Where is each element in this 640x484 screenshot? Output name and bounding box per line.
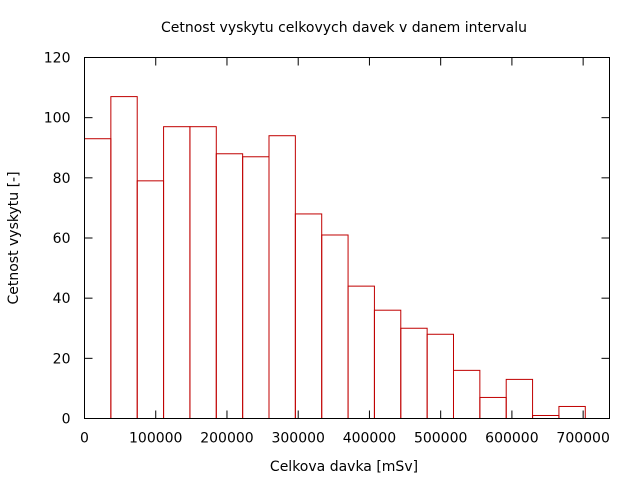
tick-labels-layer: 0 20 40 60 80 100 120 0 100000 200000 300000 400000… [44, 51, 610, 447]
x-tick-label: 300000 [271, 431, 324, 447]
histogram-bar [426, 333, 454, 419]
histogram-bar [110, 96, 138, 419]
histogram-bar [558, 405, 586, 420]
y-axis-label: Cetnost vyskytu [-] [6, 171, 22, 304]
bars-layer [84, 96, 586, 420]
histogram-bar [189, 126, 217, 419]
histogram-bar [84, 138, 112, 419]
y-tick-label: 100 [44, 111, 71, 127]
histogram-bar [347, 285, 375, 419]
histogram-bar [479, 396, 507, 420]
y-tick-label: 80 [53, 171, 71, 187]
x-tick-label: 500000 [414, 431, 467, 447]
histogram-bar [400, 327, 428, 419]
x-axis-label: Celkova davka [mSv] [270, 459, 418, 475]
y-tick-label: 0 [62, 412, 71, 428]
histogram-bar [321, 234, 349, 419]
x-tick-label: 100000 [129, 431, 182, 447]
histogram-bar [268, 135, 296, 419]
x-tick-label: 200000 [200, 431, 253, 447]
histogram-bar [452, 369, 481, 420]
histogram-bar [373, 309, 402, 420]
histogram-bar [505, 378, 534, 419]
y-tick-label: 60 [53, 231, 71, 247]
x-tick-label: 600000 [485, 431, 538, 447]
chart-title: Cetnost vyskytu celkovych davek v danem … [161, 20, 527, 36]
histogram-bar [294, 213, 323, 419]
histogram-bar [136, 180, 165, 419]
y-tick-label: 40 [53, 291, 71, 307]
x-tick-label: 700000 [556, 431, 609, 447]
x-tick-label: 400000 [343, 431, 396, 447]
histogram-bar [215, 153, 244, 419]
ticks-layer [84, 57, 610, 419]
y-tick-label: 120 [44, 51, 71, 67]
y-tick-label: 20 [53, 351, 71, 367]
x-tick-label: 0 [80, 431, 89, 447]
histogram-bar [163, 126, 191, 419]
histogram-bar [242, 156, 270, 419]
